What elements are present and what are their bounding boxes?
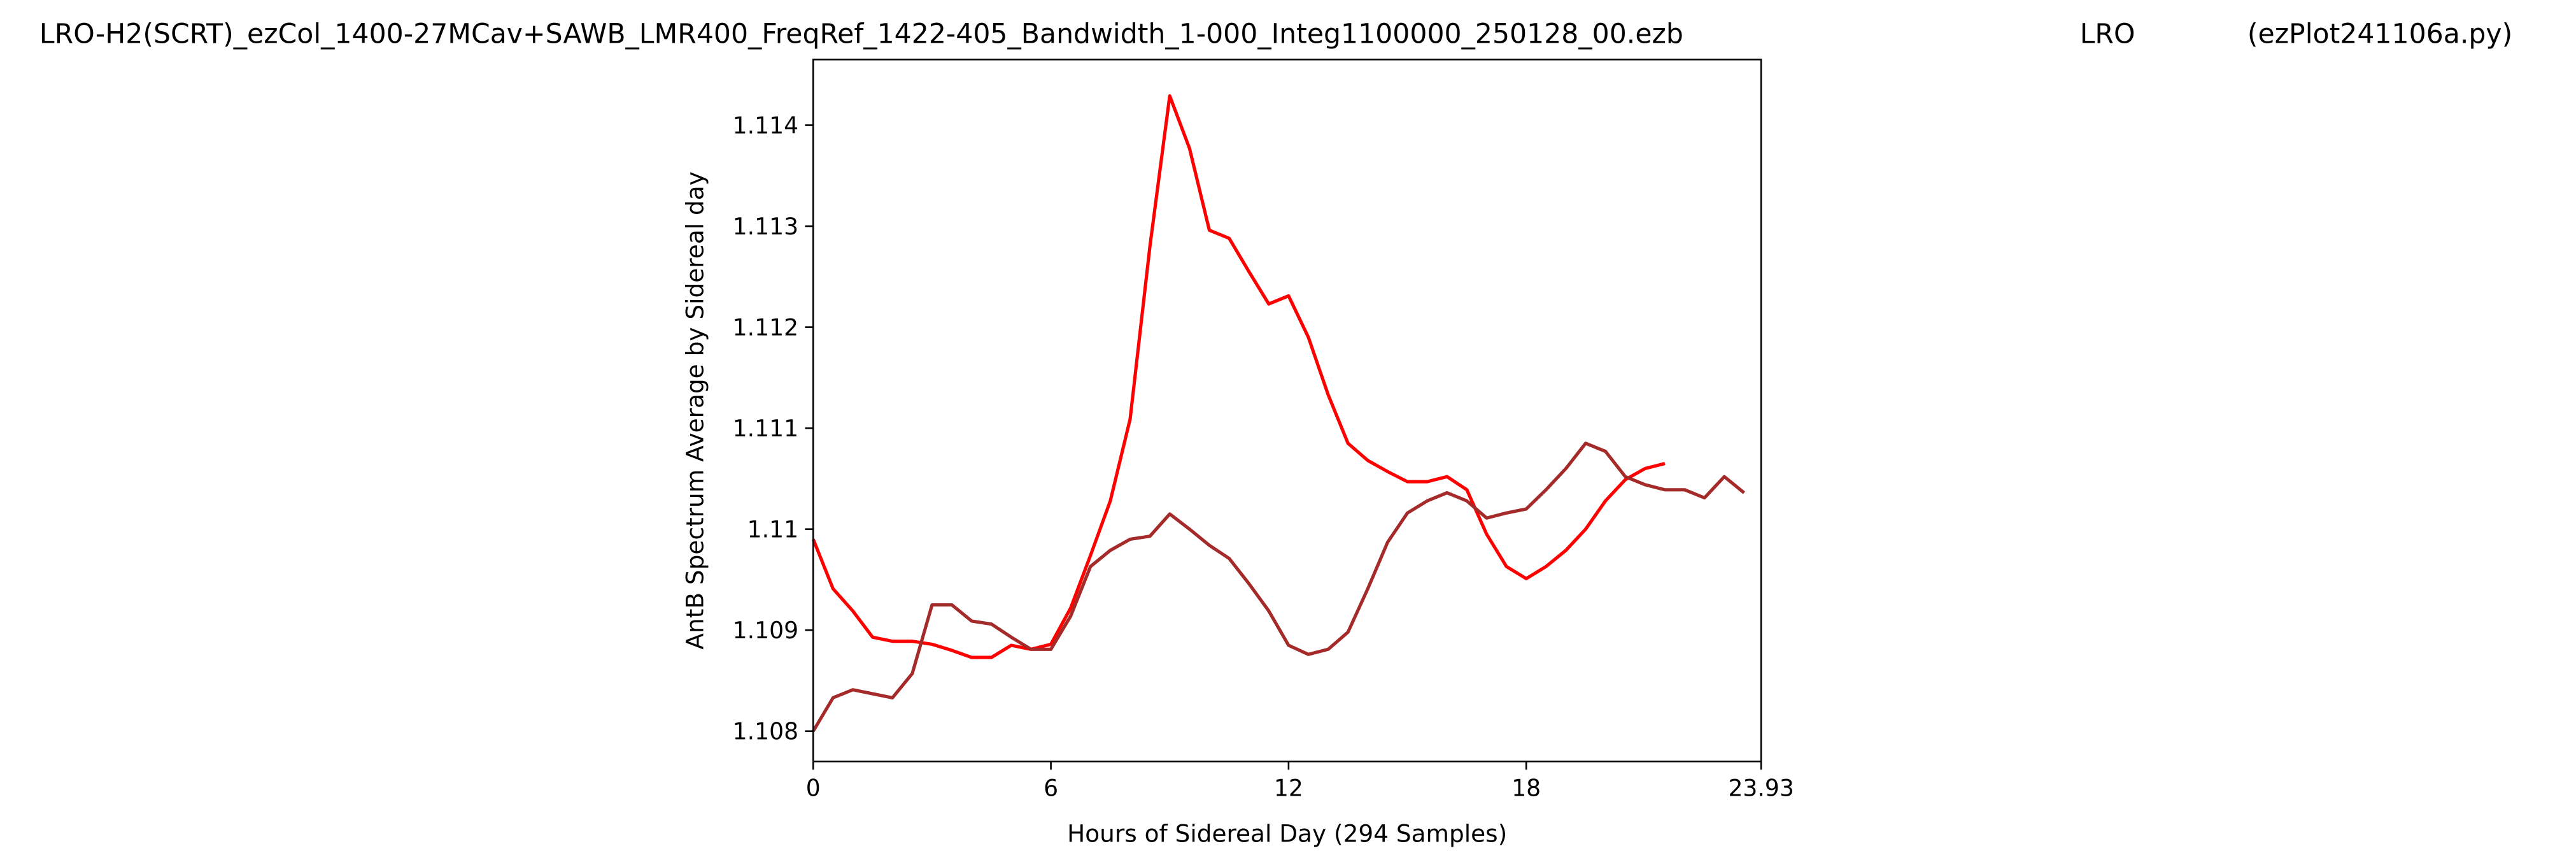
y-tick-label: 1.108 <box>733 718 798 745</box>
plot-frame <box>812 59 1762 763</box>
x-tick-label: 18 <box>1511 774 1541 801</box>
x-tick-label: 12 <box>1274 774 1303 801</box>
y-tick-label: 1.111 <box>733 415 798 442</box>
y-tick-label: 1.109 <box>733 617 798 644</box>
x-axis-label: Hours of Sidereal Day (294 Samples) <box>1067 820 1507 848</box>
line-series <box>811 94 1666 659</box>
y-tick-label: 1.11 <box>747 516 798 543</box>
annotation: (ezPlot241106a.py) <box>2247 18 2512 50</box>
x-tick-label: 23.93 <box>1728 774 1794 801</box>
y-tick-label: 1.112 <box>733 313 798 341</box>
y-axis-label: AntB Spectrum Average by Sidereal day <box>681 171 709 649</box>
x-tick-label: 6 <box>1044 774 1058 801</box>
y-tick-label: 1.113 <box>733 213 798 240</box>
line-series <box>812 441 1746 733</box>
annotation: LRO <box>2080 18 2135 50</box>
y-tick-label: 1.114 <box>733 111 798 139</box>
x-tick-label: 0 <box>806 774 821 801</box>
chart-title: LRO-H2(SCRT)_ezCol_1400-27MCav+SAWB_LMR4… <box>39 18 1683 50</box>
